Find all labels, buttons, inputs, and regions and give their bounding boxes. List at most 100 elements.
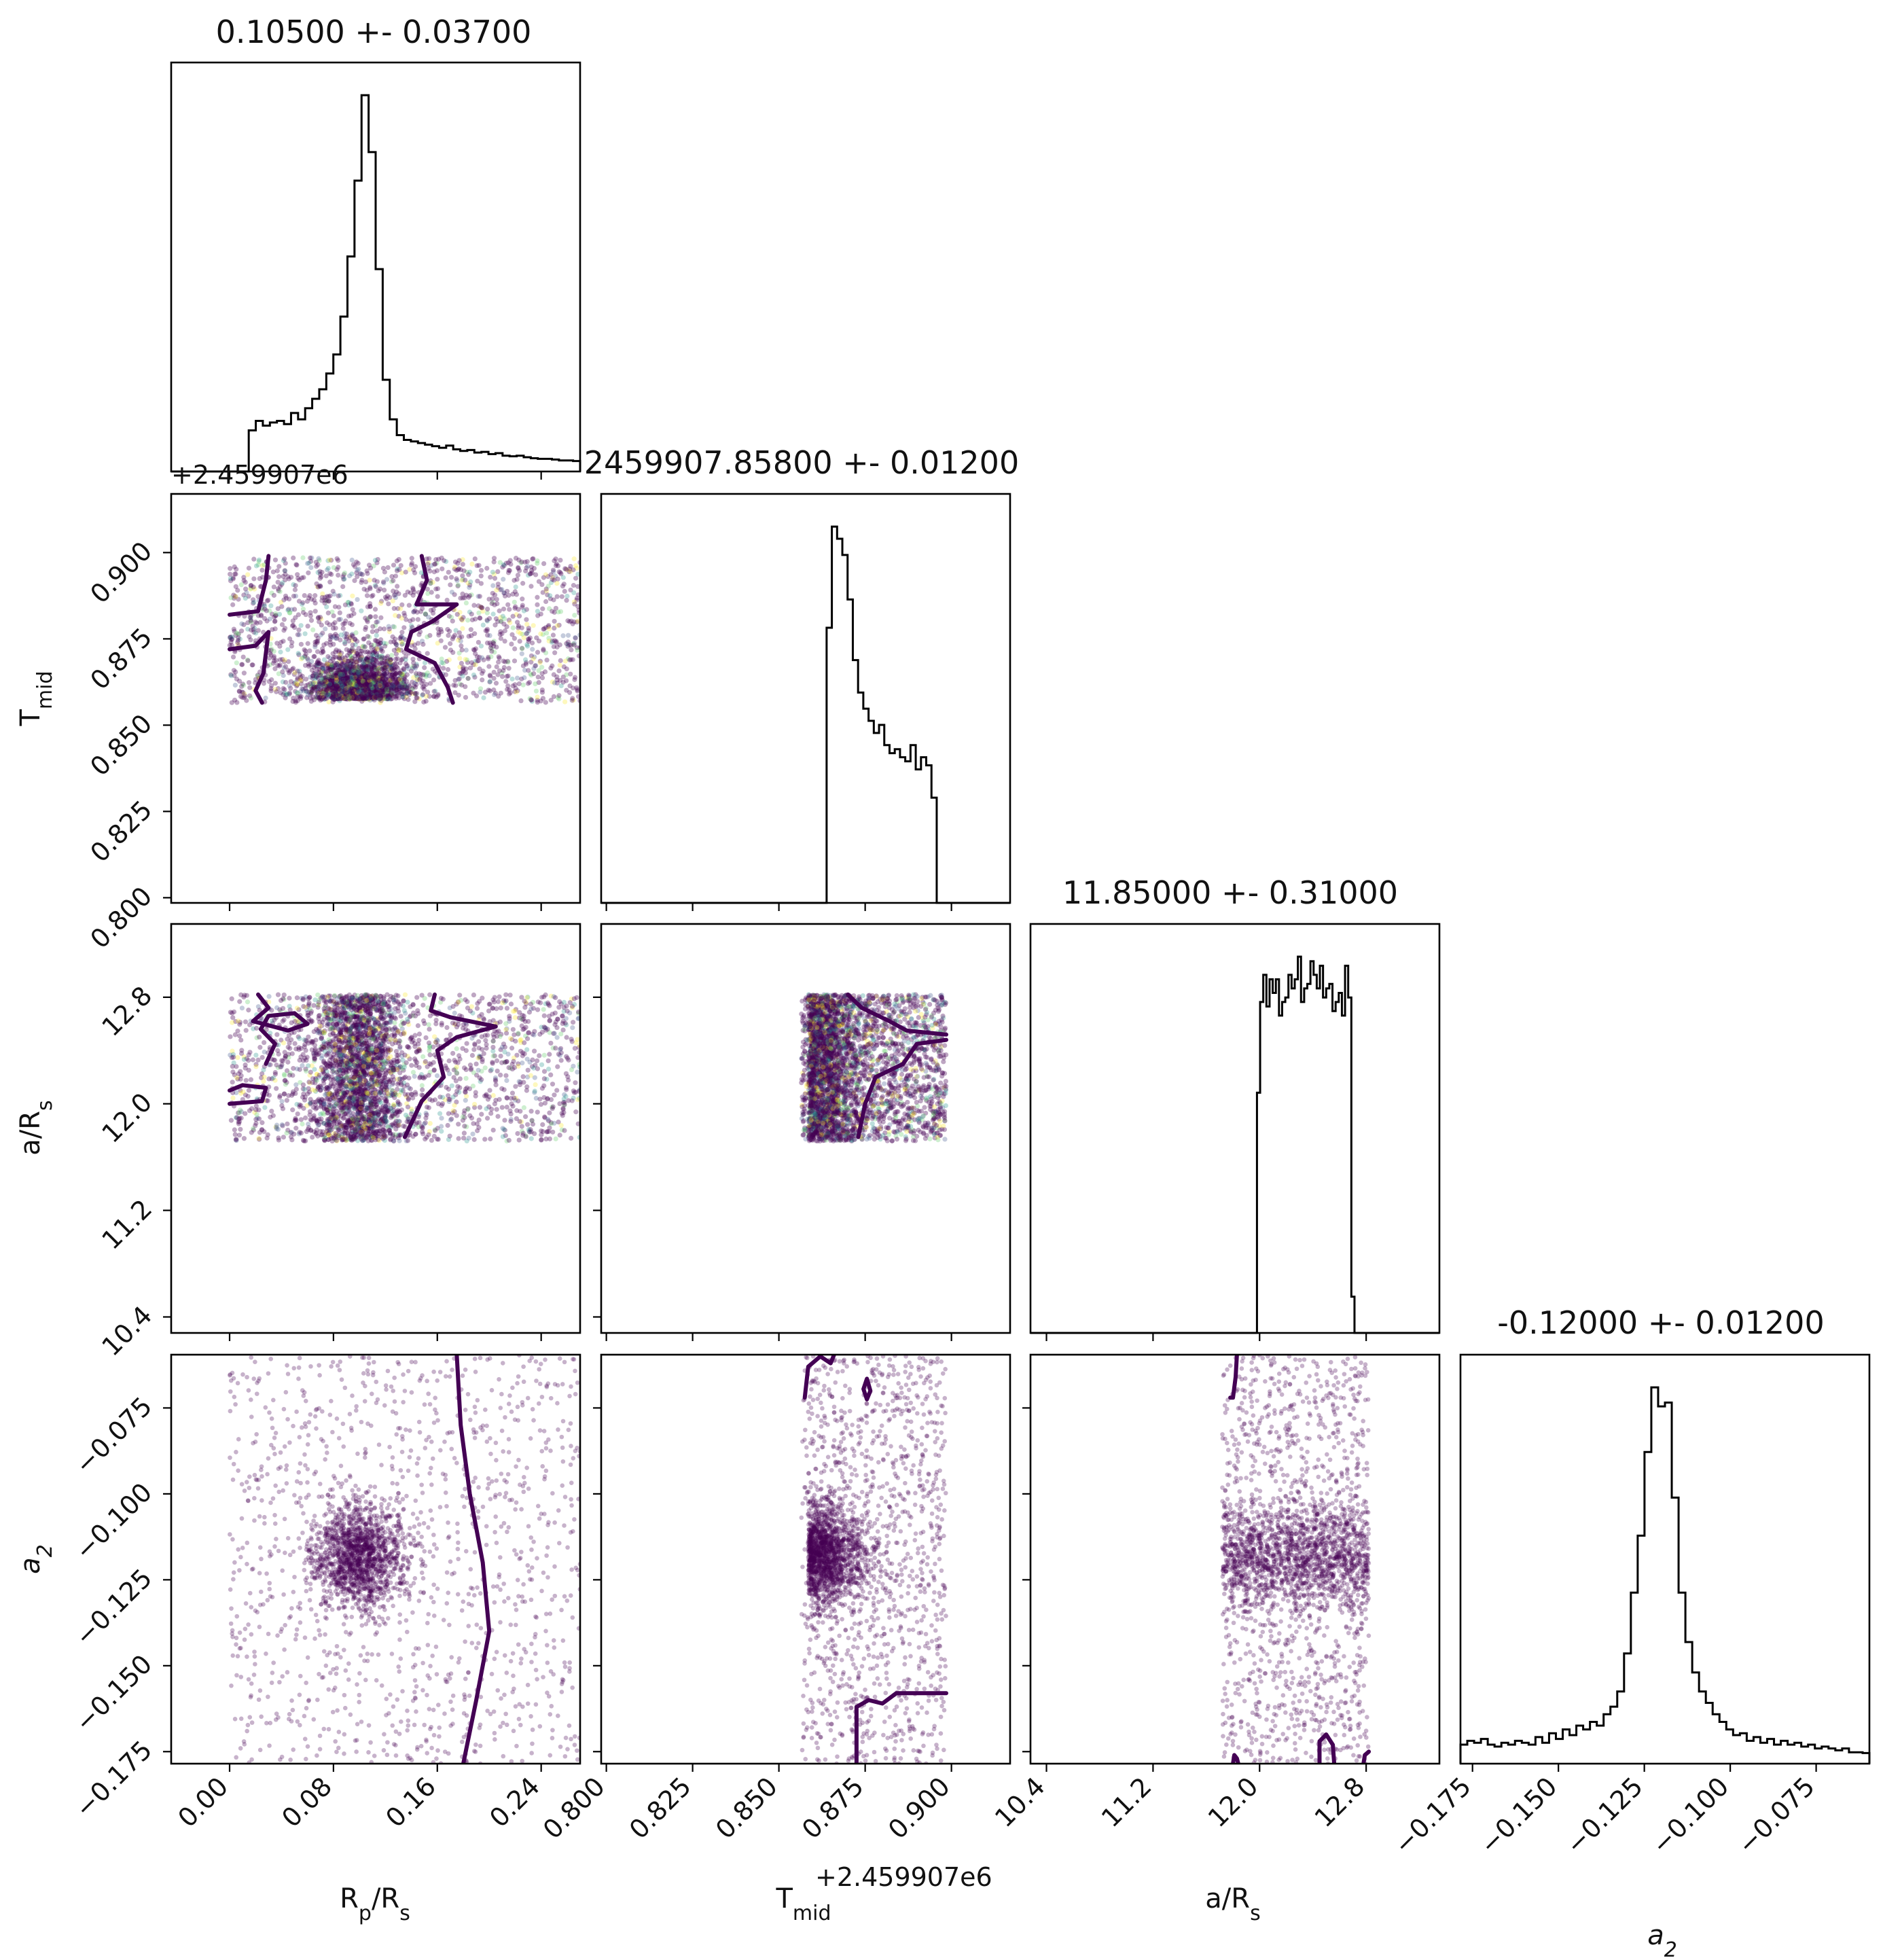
scatter-point (567, 657, 573, 662)
scatter-point (357, 673, 363, 678)
scatter-point (388, 657, 393, 662)
scatter-point (380, 683, 385, 688)
scatter-point (244, 698, 249, 703)
scatter-point (334, 692, 339, 697)
scatter-point (553, 556, 558, 562)
scatter-point (348, 692, 354, 697)
scatter-point (331, 681, 337, 687)
scatter-point (393, 592, 398, 597)
scatter-point (369, 689, 374, 694)
scatter-point (375, 695, 381, 700)
scatter-point (348, 684, 354, 690)
scatter-point (526, 628, 531, 633)
scatter-point (325, 686, 331, 692)
scatter-point (479, 1111, 484, 1117)
scatter-point (228, 571, 233, 577)
scatter-point (351, 678, 357, 684)
scatter-point (241, 695, 247, 700)
scatter-point (321, 649, 326, 655)
scatter-point (364, 682, 370, 688)
scatter-point (404, 617, 409, 622)
scatter-point (504, 1005, 510, 1011)
scatter-point (322, 696, 327, 702)
scatter-point (514, 620, 520, 625)
scatter-point (325, 677, 331, 683)
scatter-point (571, 698, 576, 703)
scatter-point (318, 698, 323, 703)
scatter-point (481, 657, 486, 662)
scatter-point (404, 691, 409, 696)
scatter-point (372, 682, 377, 688)
scatter-point (497, 632, 503, 637)
scatter-point (370, 696, 375, 702)
scatter-point (349, 676, 355, 681)
scatter-point (488, 574, 493, 580)
scatter-point (283, 695, 288, 700)
scatter-point (489, 649, 495, 654)
scatter-point (370, 649, 376, 656)
scatter-point (373, 614, 378, 620)
y-tick-label: 0.850 (84, 709, 158, 782)
scatter-point (338, 686, 343, 692)
scatter-point (312, 593, 318, 599)
scatter-point (348, 677, 354, 683)
scatter-point (326, 594, 331, 599)
scatter-point (536, 579, 542, 584)
scatter-point (393, 573, 399, 579)
scatter-point (459, 577, 465, 583)
scatter-point (348, 679, 354, 685)
scatter-point (350, 690, 355, 696)
scatter-point (346, 687, 352, 692)
scatter-point (547, 606, 552, 611)
scatter-point (326, 681, 331, 688)
scatter-point (348, 675, 353, 680)
scatter-point (543, 625, 549, 630)
scatter-point (367, 691, 372, 696)
scatter-point (365, 675, 370, 681)
scatter-point (367, 614, 374, 620)
scatter-point (349, 658, 355, 664)
scatter-point (401, 696, 407, 702)
scatter-point (380, 685, 386, 691)
scatter-point (348, 692, 355, 698)
scatter-point (368, 692, 374, 698)
scatter-point (391, 684, 397, 690)
scatter-point (359, 686, 365, 692)
scatter-point (277, 589, 283, 594)
scatter-point (374, 650, 380, 656)
scatter-point (359, 687, 365, 692)
scatter-point (371, 672, 376, 677)
scatter-point (346, 695, 351, 700)
scatter-point (562, 658, 568, 664)
scatter-point (293, 562, 299, 567)
scatter-point (551, 597, 556, 603)
scatter-point (556, 569, 562, 575)
scatter-point (339, 690, 345, 696)
scatter-point (343, 677, 348, 683)
scatter-point (343, 618, 348, 624)
scatter-point (315, 584, 321, 590)
scatter-point (338, 677, 344, 682)
scatter-point (362, 676, 368, 682)
scatter-point (291, 672, 297, 677)
scatter-point (335, 696, 340, 702)
scatter-point (429, 563, 434, 568)
scatter-point (361, 669, 367, 674)
scatter-point (414, 691, 420, 696)
scatter-point (567, 566, 573, 572)
scatter-point (454, 576, 459, 582)
scatter-point (356, 693, 361, 698)
scatter-point (283, 679, 289, 685)
scatter-point (334, 682, 339, 688)
scatter-point (285, 647, 291, 652)
scatter-point (348, 648, 355, 654)
scatter-point (300, 600, 306, 605)
scatter-point (387, 662, 393, 667)
scatter-point (560, 575, 566, 580)
scatter-point (382, 588, 387, 593)
scatter-point (519, 676, 524, 681)
scatter-point (326, 599, 331, 604)
scatter-point (331, 680, 337, 685)
scatter-point (387, 670, 393, 675)
scatter-point (262, 606, 268, 612)
